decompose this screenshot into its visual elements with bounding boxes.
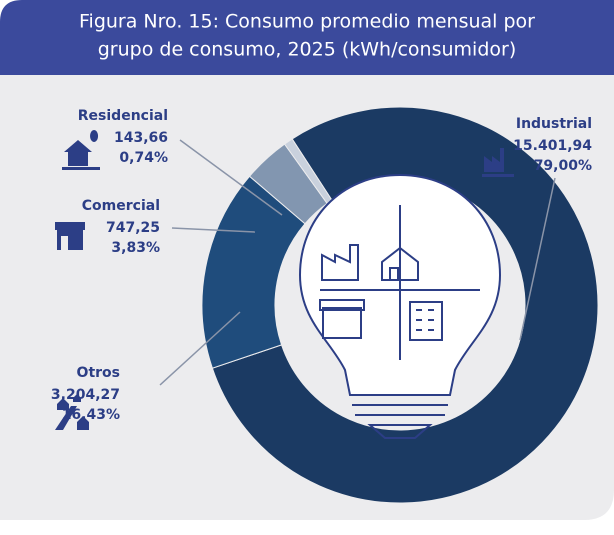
value-label: 15.401,94 — [513, 138, 592, 154]
category-label: Residencial — [78, 108, 168, 124]
percent-label: 79,00% — [534, 158, 592, 174]
page: {"chart_data": {"type": "donut", "title"… — [0, 0, 614, 531]
chart: Figura Nro. 15: Consumo promedio mensual… — [0, 0, 614, 531]
value-label: 747,25 — [106, 220, 160, 236]
percent-label: 3,83% — [111, 240, 160, 256]
chart-title: Figura Nro. 15: Consumo promedio mensual… — [79, 11, 535, 33]
chart-title: grupo de consumo, 2025 (kWh/consumidor) — [98, 39, 516, 61]
category-label: Otros — [77, 365, 120, 381]
category-icon — [55, 222, 85, 250]
value-label: 143,66 — [114, 130, 168, 146]
percent-label: 0,74% — [119, 150, 168, 166]
category-label: Comercial — [82, 198, 160, 214]
category-label: Industrial — [516, 116, 592, 132]
